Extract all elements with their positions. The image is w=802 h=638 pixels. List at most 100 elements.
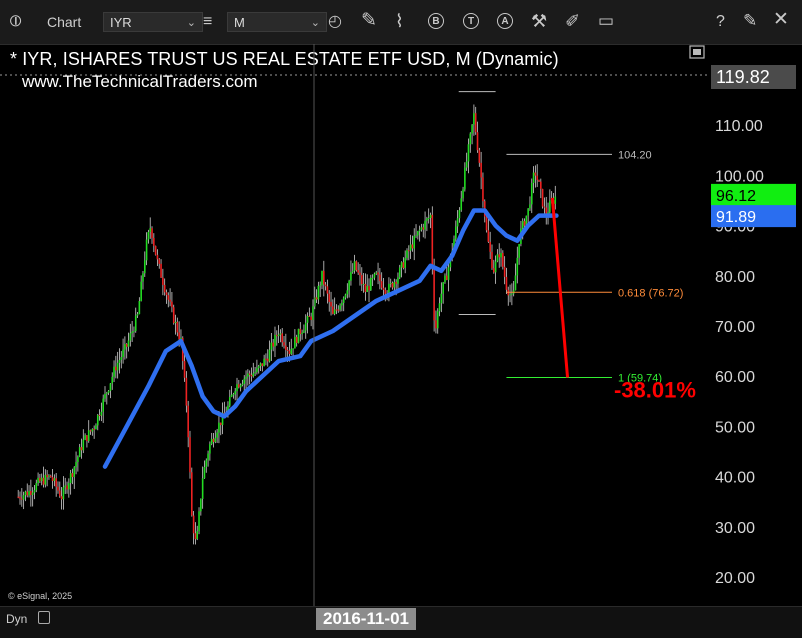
candle xyxy=(163,284,166,293)
candle xyxy=(44,474,47,485)
candle xyxy=(357,270,359,273)
candle xyxy=(247,373,249,377)
candle xyxy=(134,315,137,331)
candle xyxy=(494,261,497,273)
website-label: www.TheTechnicalTraders.com xyxy=(22,72,258,91)
candle xyxy=(295,336,298,344)
tools-icon[interactable]: ⚒ xyxy=(531,11,548,31)
interval-select[interactable]: M ⌄ xyxy=(227,12,327,32)
candle xyxy=(482,177,484,202)
candle xyxy=(80,447,83,451)
candle xyxy=(413,235,416,249)
candle xyxy=(426,218,428,221)
candle xyxy=(527,208,529,216)
candle xyxy=(216,432,218,438)
y-tick-label: 80.00 xyxy=(715,269,755,286)
y-tick-label: 20.00 xyxy=(715,570,755,587)
maximize-icon[interactable] xyxy=(689,45,705,59)
symbol-select[interactable]: IYR ⌄ xyxy=(103,12,203,32)
candle xyxy=(554,196,557,204)
a-icon[interactable]: A xyxy=(497,13,513,29)
candle xyxy=(122,349,124,358)
candle xyxy=(243,378,246,384)
y-tick-label: 60.00 xyxy=(715,369,755,386)
candle xyxy=(342,297,345,303)
candle xyxy=(317,285,320,300)
maximize-icon-inner xyxy=(693,49,701,55)
y-tick-label: 30.00 xyxy=(715,520,755,537)
candle xyxy=(58,490,61,497)
chart-title: * IYR, ISHARES TRUST US REAL ESTATE ETF … xyxy=(10,49,559,69)
candle xyxy=(111,376,114,384)
candle xyxy=(350,272,352,281)
dyn-label[interactable]: Dyn xyxy=(6,612,28,626)
candle xyxy=(154,245,157,255)
candle xyxy=(250,374,253,377)
candle xyxy=(183,361,186,378)
candle xyxy=(93,429,95,431)
candle xyxy=(191,472,193,516)
edit-icon[interactable]: ✐ xyxy=(565,11,581,31)
candle xyxy=(238,384,240,388)
candle xyxy=(69,473,72,484)
candle xyxy=(109,383,112,391)
candle xyxy=(456,218,459,227)
candle xyxy=(362,283,365,285)
candle xyxy=(254,372,256,374)
candle xyxy=(51,477,54,481)
candle xyxy=(91,429,94,432)
candle xyxy=(73,467,76,478)
candle xyxy=(174,321,177,324)
ma-layer xyxy=(102,208,559,469)
candle xyxy=(408,250,410,252)
candle xyxy=(201,478,204,499)
candle xyxy=(169,299,171,302)
b-icon[interactable]: B xyxy=(428,13,444,29)
chart[interactable]: 104.20 0.618 (76.72) 1 (59.74)-38.01% 20.0… xyxy=(0,44,802,637)
candle xyxy=(42,477,45,485)
menu-icon[interactable]: ≡ xyxy=(203,13,213,30)
candle xyxy=(116,362,119,371)
candle xyxy=(420,227,423,230)
pin-icon[interactable]: ✎ xyxy=(743,11,758,30)
candle xyxy=(142,273,144,282)
lock-icon[interactable] xyxy=(38,611,50,624)
candle xyxy=(368,286,370,291)
y-tick-label: 50.00 xyxy=(715,419,755,436)
candle xyxy=(455,226,457,239)
candle xyxy=(315,297,318,300)
candle xyxy=(279,333,282,335)
candle xyxy=(534,172,537,176)
candle xyxy=(418,229,421,232)
candle xyxy=(200,498,202,512)
candle xyxy=(355,261,358,271)
candle xyxy=(294,336,296,349)
candle xyxy=(435,320,437,329)
interval-value: M xyxy=(234,15,245,30)
candle xyxy=(131,331,133,334)
candle xyxy=(380,281,383,288)
candle xyxy=(444,275,446,283)
candle xyxy=(478,150,481,163)
clock-icon[interactable]: ◴ xyxy=(328,13,342,30)
candle xyxy=(118,359,121,363)
study-icon[interactable]: ⌇ xyxy=(395,11,404,31)
candle xyxy=(145,239,148,261)
close-icon[interactable]: ✕ xyxy=(773,9,789,30)
link-icon[interactable]: ⦶ xyxy=(10,13,22,30)
candle xyxy=(498,254,501,258)
comment-icon[interactable]: ▭ xyxy=(598,11,615,30)
candle xyxy=(21,498,23,500)
level-label: 1 (59.74) xyxy=(618,373,662,385)
candle xyxy=(17,496,19,498)
help-icon[interactable]: ? xyxy=(716,13,725,30)
candle xyxy=(323,270,325,285)
candle xyxy=(491,251,493,269)
candle xyxy=(532,172,535,183)
candle xyxy=(297,328,300,344)
candle xyxy=(549,200,551,213)
pencil-icon[interactable]: ✎ xyxy=(361,10,377,31)
annotations-layer: 104.20 0.618 (76.72) 1 (59.74)-38.01% xyxy=(458,91,696,403)
candle xyxy=(445,275,448,280)
t-icon[interactable]: T xyxy=(463,13,479,29)
